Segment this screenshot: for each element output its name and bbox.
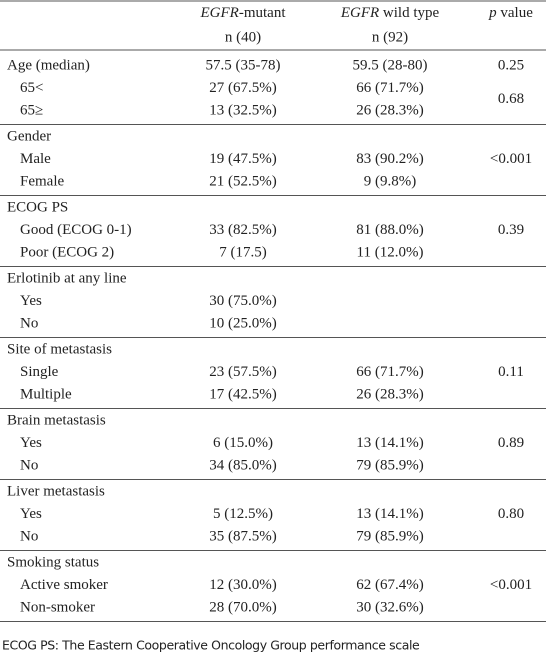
column-n: n (92): [372, 29, 408, 45]
wild-value: 11 (12.0%): [357, 244, 424, 260]
mutant-value: 28 (70.0%): [209, 599, 277, 615]
mutant-value: 23 (57.5%): [209, 364, 277, 380]
mutant-value: 57.5 (35-78): [206, 57, 281, 73]
p-value: 0.25: [498, 57, 524, 73]
wild-value: 26 (28.3%): [356, 102, 424, 118]
p-value: <0.001: [490, 151, 532, 167]
row-label: Yes: [20, 506, 42, 522]
p-value: 0.80: [498, 506, 524, 522]
mutant-value: 21 (52.5%): [209, 173, 277, 189]
p-value: <0.001: [490, 577, 532, 593]
section-title: Smoking status: [7, 554, 99, 570]
row-label: Active smoker: [20, 577, 108, 593]
mutant-value: 33 (82.5%): [209, 222, 277, 238]
section-title: ECOG PS: [7, 199, 68, 215]
section-title: Site of metastasis: [7, 341, 112, 357]
row-label: 65<: [20, 80, 43, 96]
section-title: Gender: [7, 128, 51, 144]
row-label: Multiple: [20, 386, 72, 402]
header-text: -mutant: [239, 5, 286, 21]
p-value: 0.89: [498, 435, 524, 451]
column-header: p value: [488, 5, 533, 21]
wild-value: 66 (71.7%): [356, 364, 424, 380]
row-label: No: [20, 315, 38, 331]
mutant-value: 10 (25.0%): [209, 315, 277, 331]
wild-value: 83 (90.2%): [356, 151, 424, 167]
wild-value: 66 (71.7%): [356, 80, 424, 96]
header-italic: p: [488, 5, 497, 21]
wild-value: 79 (85.9%): [356, 457, 424, 473]
wild-value: 30 (32.6%): [356, 599, 424, 615]
p-value: 0.68: [498, 91, 524, 107]
header-text: wild type: [379, 5, 439, 21]
mutant-value: 7 (17.5): [219, 244, 267, 260]
wild-value: 26 (28.3%): [356, 386, 424, 402]
row-label: Non-smoker: [20, 599, 95, 615]
mutant-value: 34 (85.0%): [209, 457, 277, 473]
header-italic: EGFR: [200, 5, 239, 21]
row-label: Good (ECOG 0-1): [20, 222, 132, 238]
mutant-value: 17 (42.5%): [209, 386, 277, 402]
row-label: Female: [20, 173, 64, 189]
wild-value: 13 (14.1%): [356, 506, 424, 522]
column-header: EGFR wild type: [340, 5, 440, 21]
mutant-value: 12 (30.0%): [209, 577, 277, 593]
p-value: 0.39: [498, 222, 524, 238]
wild-value: 81 (88.0%): [356, 222, 424, 238]
row-label: Yes: [20, 435, 42, 451]
wild-value: 79 (85.9%): [356, 528, 424, 544]
header-text: value: [497, 5, 534, 21]
row-label: Male: [20, 151, 51, 167]
row-label: 65≥: [20, 102, 43, 118]
mutant-value: 35 (87.5%): [209, 528, 277, 544]
row-label: No: [20, 528, 38, 544]
mutant-value: 6 (15.0%): [213, 435, 273, 451]
footnote: ECOG PS: The Eastern Cooperative Oncolog…: [2, 638, 420, 653]
section-title: Erlotinib at any line: [7, 270, 127, 286]
wild-value: 13 (14.1%): [356, 435, 424, 451]
column-n: n (40): [225, 29, 261, 45]
section-title: Brain metastasis: [7, 412, 106, 428]
wild-value: 62 (67.4%): [356, 577, 424, 593]
row-label: Yes: [20, 293, 42, 309]
row-label: Poor (ECOG 2): [20, 244, 114, 260]
header-italic: EGFR: [340, 5, 379, 21]
wild-value: 9 (9.8%): [364, 173, 417, 189]
wild-value: 59.5 (28-80): [353, 57, 428, 73]
column-header: EGFR-mutant: [200, 5, 287, 21]
p-value: 0.11: [498, 364, 524, 380]
row-label: Single: [20, 364, 59, 380]
section-title: Liver metastasis: [7, 483, 105, 499]
mutant-value: 19 (47.5%): [209, 151, 277, 167]
mutant-value: 5 (12.5%): [213, 506, 273, 522]
mutant-value: 27 (67.5%): [209, 80, 277, 96]
row-label: No: [20, 457, 38, 473]
mutant-value: 13 (32.5%): [209, 102, 277, 118]
mutant-value: 30 (75.0%): [209, 293, 277, 309]
section-title: Age (median): [7, 57, 90, 73]
